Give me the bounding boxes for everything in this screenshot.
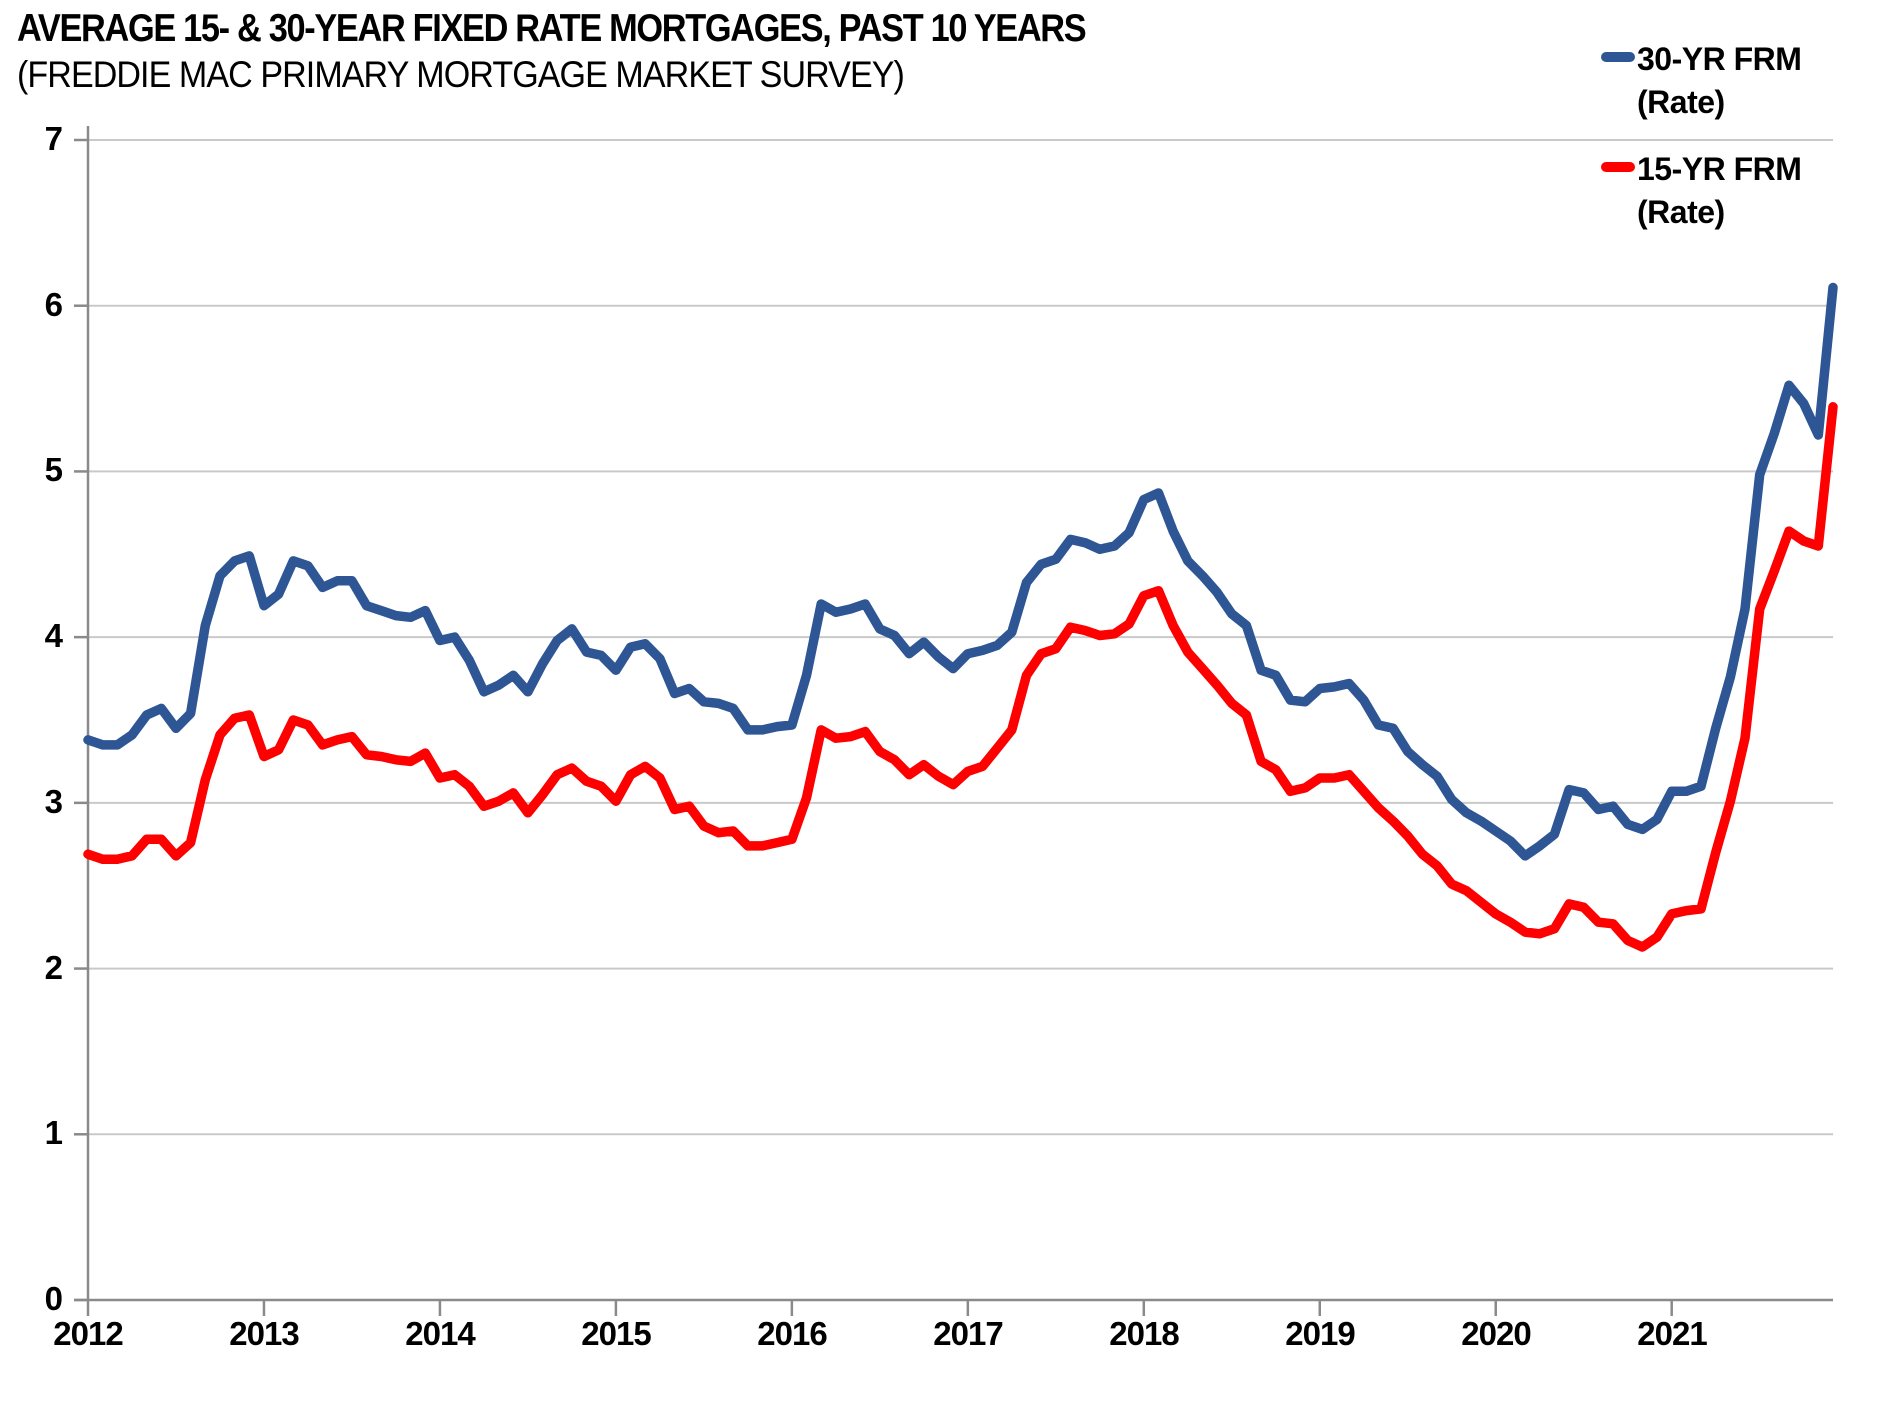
- x-axis-label-2014: 2014: [405, 1315, 475, 1352]
- legend-text-30yr: 30-YR FRM (Rate): [1637, 38, 1802, 124]
- y-axis-label-6: 6: [44, 286, 63, 323]
- chart-title: AVERAGE 15- & 30-YEAR FIXED RATE MORTGAG…: [17, 7, 1087, 50]
- legend-entry-15yr: 15-YR FRM (Rate): [1601, 148, 1802, 234]
- y-axis-label-0: 0: [44, 1280, 63, 1317]
- y-axis-label-2: 2: [44, 949, 63, 986]
- y-axis-label-5: 5: [44, 451, 63, 488]
- legend-label-15yr-unit: (Rate): [1637, 194, 1725, 230]
- x-axis-label-2012: 2012: [53, 1315, 123, 1352]
- y-axis-label-7: 7: [44, 120, 63, 157]
- line-15yr-frm: [83, 402, 1838, 952]
- chart-subtitle: (FREDDIE MAC PRIMARY MORTGAGE MARKET SUR…: [17, 54, 905, 95]
- legend-text-15yr: 15-YR FRM (Rate): [1637, 148, 1802, 234]
- x-axis-label-2016: 2016: [757, 1315, 827, 1352]
- legend-entry-30yr: 30-YR FRM (Rate): [1601, 38, 1802, 124]
- legend-label-30yr: 30-YR FRM: [1637, 41, 1802, 77]
- x-axis-label-2013: 2013: [229, 1315, 299, 1352]
- y-axis-label-4: 4: [44, 617, 63, 654]
- x-axis-label-2019: 2019: [1285, 1315, 1355, 1352]
- x-axis-label-2020: 2020: [1461, 1315, 1531, 1352]
- legend-label-30yr-unit: (Rate): [1637, 84, 1725, 120]
- x-axis-label-2018: 2018: [1109, 1315, 1179, 1352]
- x-axis-label-2021: 2021: [1637, 1315, 1707, 1352]
- y-axis-label-3: 3: [44, 783, 63, 820]
- line-30yr-frm: [83, 282, 1838, 861]
- x-axis-label-2015: 2015: [581, 1315, 651, 1352]
- legend-swatch-15yr-line: [1601, 162, 1635, 172]
- y-axis-label-1: 1: [44, 1114, 63, 1151]
- legend-swatch-30yr-line: [1601, 52, 1635, 62]
- legend: 30-YR FRM (Rate) 15-YR FRM (Rate): [1601, 38, 1802, 258]
- legend-label-15yr: 15-YR FRM: [1637, 151, 1802, 187]
- x-axis-label-2017: 2017: [933, 1315, 1003, 1352]
